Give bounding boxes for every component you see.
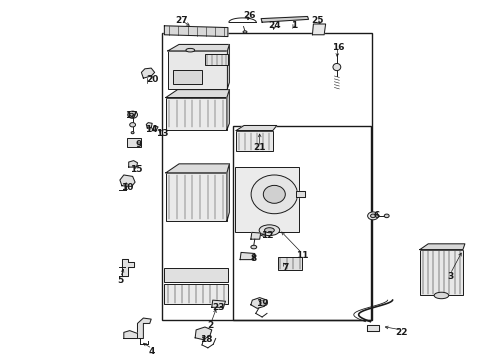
Polygon shape xyxy=(147,123,152,128)
Bar xyxy=(278,257,302,270)
Text: 11: 11 xyxy=(296,251,309,260)
Text: 26: 26 xyxy=(244,11,256,20)
Text: 5: 5 xyxy=(117,276,123,285)
Bar xyxy=(164,284,228,304)
Bar xyxy=(127,138,142,147)
Ellipse shape xyxy=(251,175,297,214)
Polygon shape xyxy=(122,259,134,276)
Polygon shape xyxy=(164,26,228,37)
Polygon shape xyxy=(227,90,229,130)
Polygon shape xyxy=(124,330,138,338)
Text: 25: 25 xyxy=(311,16,323,25)
Bar xyxy=(168,51,227,89)
Bar xyxy=(205,54,228,65)
Text: 21: 21 xyxy=(253,143,266,152)
Polygon shape xyxy=(212,300,225,307)
Polygon shape xyxy=(168,44,229,51)
Polygon shape xyxy=(129,161,138,167)
Polygon shape xyxy=(227,44,229,89)
Ellipse shape xyxy=(370,214,375,218)
Text: 27: 27 xyxy=(175,16,188,25)
Polygon shape xyxy=(251,298,267,309)
Text: 13: 13 xyxy=(156,129,168,138)
Polygon shape xyxy=(166,90,229,98)
Ellipse shape xyxy=(128,111,138,118)
Polygon shape xyxy=(195,327,212,339)
Ellipse shape xyxy=(384,214,389,218)
Text: 2: 2 xyxy=(208,321,214,330)
Ellipse shape xyxy=(368,212,378,220)
Text: 8: 8 xyxy=(251,255,257,264)
Text: 17: 17 xyxy=(125,111,138,120)
Polygon shape xyxy=(142,68,155,78)
Bar xyxy=(235,167,299,232)
Text: 12: 12 xyxy=(261,231,273,240)
Ellipse shape xyxy=(186,48,195,52)
Ellipse shape xyxy=(130,123,136,127)
Text: 3: 3 xyxy=(447,272,453,281)
Text: 7: 7 xyxy=(282,264,288,273)
Text: 19: 19 xyxy=(256,299,269,308)
Ellipse shape xyxy=(263,185,285,203)
Bar xyxy=(162,33,372,320)
Polygon shape xyxy=(153,126,158,131)
Polygon shape xyxy=(240,252,255,260)
Bar xyxy=(172,69,202,84)
Bar xyxy=(233,126,371,320)
Polygon shape xyxy=(296,192,305,197)
Text: 10: 10 xyxy=(121,183,133,192)
Text: 4: 4 xyxy=(149,347,155,356)
Bar xyxy=(166,98,227,130)
Text: 18: 18 xyxy=(199,335,212,344)
Polygon shape xyxy=(261,17,309,22)
Ellipse shape xyxy=(265,228,274,233)
Text: 24: 24 xyxy=(268,21,281,30)
Ellipse shape xyxy=(333,63,341,71)
Ellipse shape xyxy=(259,225,280,235)
Text: 14: 14 xyxy=(145,125,157,134)
Ellipse shape xyxy=(251,245,257,249)
Polygon shape xyxy=(251,232,261,239)
Text: 20: 20 xyxy=(146,75,158,84)
Text: 16: 16 xyxy=(332,43,344,52)
Text: 15: 15 xyxy=(130,165,143,174)
Text: 1: 1 xyxy=(291,21,297,30)
Text: 23: 23 xyxy=(212,303,224,312)
Polygon shape xyxy=(420,244,465,249)
Bar xyxy=(420,249,463,296)
Polygon shape xyxy=(313,24,326,35)
Ellipse shape xyxy=(131,132,134,134)
Polygon shape xyxy=(236,126,277,131)
Polygon shape xyxy=(138,318,151,338)
Polygon shape xyxy=(166,164,229,173)
Text: 22: 22 xyxy=(395,328,408,337)
Bar xyxy=(164,268,228,282)
Bar xyxy=(166,173,227,221)
Ellipse shape xyxy=(434,292,449,299)
Bar xyxy=(236,131,273,151)
Ellipse shape xyxy=(243,31,247,33)
Ellipse shape xyxy=(130,113,134,116)
Text: 6: 6 xyxy=(374,211,380,220)
Polygon shape xyxy=(120,175,135,186)
Text: 9: 9 xyxy=(135,140,142,149)
Polygon shape xyxy=(227,164,229,221)
Polygon shape xyxy=(367,325,379,330)
